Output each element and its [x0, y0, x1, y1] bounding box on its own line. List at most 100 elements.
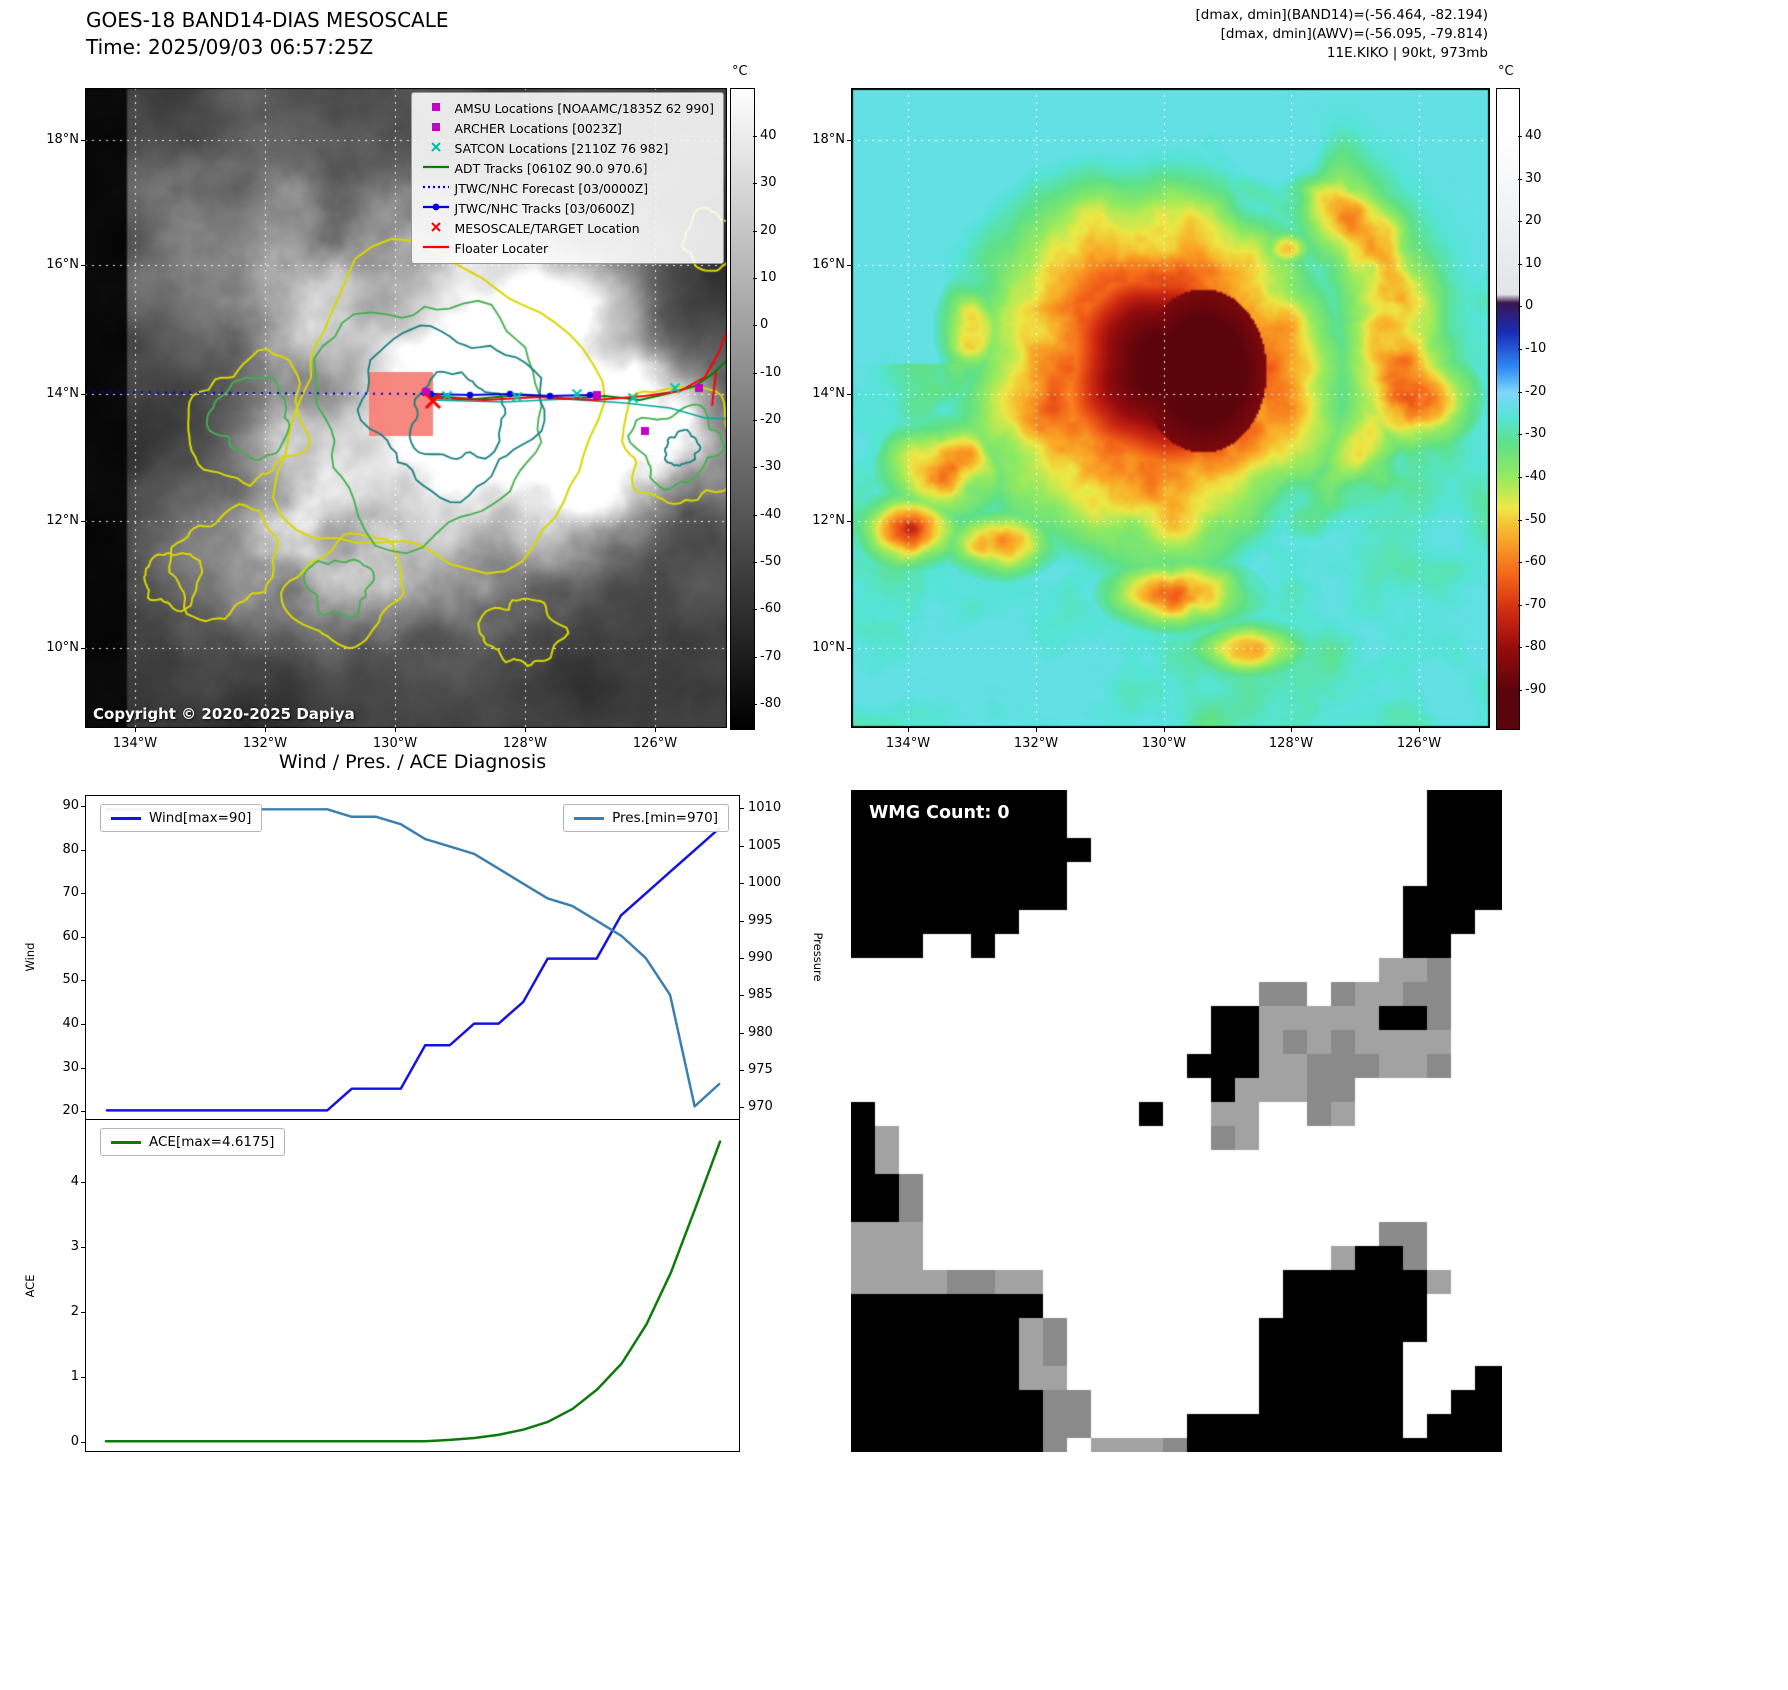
- awv-info-line1: [dmax, dmin](BAND14)=(-56.464, -82.194): [1195, 7, 1488, 23]
- lon-tick-mark: [1164, 728, 1165, 732]
- legend-label: ADT Tracks [0610Z 90.0 970.6]: [454, 160, 648, 176]
- lon-tick-label: 126°W: [1396, 736, 1442, 751]
- lat-tick-label: 12°N: [812, 513, 845, 528]
- colorbar-tick-label: -80: [1525, 639, 1547, 655]
- legend-item: Floater Locater: [421, 238, 714, 258]
- lon-tick-mark: [1036, 728, 1037, 732]
- pressure-tick-label: 975: [748, 1061, 773, 1077]
- colorbar-tick-label: -50: [1525, 511, 1547, 527]
- pressure-legend: Pres.[min=970]: [563, 804, 729, 832]
- pressure-tick-mark: [740, 1032, 744, 1034]
- pressure-tick-mark: [740, 808, 744, 810]
- lon-tick-mark: [135, 728, 136, 732]
- pressure-tick-mark: [740, 845, 744, 847]
- wind-tick-mark: [81, 1024, 85, 1026]
- colorbar-tick-label: -10: [760, 364, 782, 380]
- pressure-tick-label: 1010: [748, 800, 782, 816]
- colorbar-tick-mark: [753, 514, 757, 516]
- colorbar-tick-mark: [753, 656, 757, 658]
- colorbar-tick-mark: [1518, 221, 1522, 223]
- lon-tick-label: 134°W: [112, 736, 158, 751]
- colorbar-tick-mark: [1518, 562, 1522, 564]
- awv-info-block: [dmax, dmin](BAND14)=(-56.464, -82.194) …: [1196, 6, 1488, 63]
- legend-item: JTWC/NHC Tracks [03/0600Z]: [421, 198, 714, 218]
- lon-tick-label: 128°W: [502, 736, 548, 751]
- ace-tick-mark: [81, 1246, 85, 1248]
- colorbar-tick-label: -20: [760, 411, 782, 427]
- lon-tick-label: 130°W: [1141, 736, 1187, 751]
- ace-legend-label: ACE[max=4.6175]: [149, 1134, 275, 1150]
- colorbar-tick-mark: [1518, 689, 1522, 691]
- colorbar-tick-label: 30: [760, 175, 777, 191]
- colorbar-tick-mark: [1518, 306, 1522, 308]
- wind-tick-label: 90: [62, 797, 79, 813]
- lon-tick-label: 132°W: [1013, 736, 1059, 751]
- copyright-watermark: Copyright © 2020-2025 Dapiya: [93, 705, 355, 723]
- lat-tick-mark: [847, 394, 851, 395]
- colorbar-tick-label: -10: [1525, 341, 1547, 357]
- legend-label: MESOSCALE/TARGET Location: [454, 220, 640, 236]
- pressure-tick-label: 1000: [748, 875, 782, 891]
- colorbar-tick-mark: [753, 372, 757, 374]
- wind-line-sample-icon: [111, 816, 141, 820]
- legend-label: Floater Locater: [454, 240, 549, 256]
- ace-plot: [104, 1140, 722, 1443]
- lon-tick-label: 132°W: [242, 736, 288, 751]
- band14-map: AMSU Locations [NOAAMC/1835Z 62 990] ARCH…: [85, 88, 727, 728]
- ace-tick-mark: [81, 1377, 85, 1379]
- colorbar-tick-label: -30: [760, 459, 782, 475]
- colorbar-tick-label: -70: [760, 648, 782, 664]
- ace-line-sample-icon: [111, 1140, 141, 1144]
- pressure-legend-label: Pres.[min=970]: [612, 810, 718, 826]
- legend-label: AMSU Locations [NOAAMC/1835Z 62 990]: [454, 100, 714, 116]
- wind-tick-label: 80: [62, 841, 79, 857]
- diagnosis-title: Wind / Pres. / ACE Diagnosis: [278, 751, 547, 773]
- colorbar-tick-mark: [753, 609, 757, 611]
- awv-colorbar-unit: °C: [1498, 64, 1514, 79]
- pressure-tick-mark: [740, 1107, 744, 1109]
- lat-tick-label: 16°N: [46, 257, 79, 272]
- colorbar-tick-label: 0: [760, 317, 769, 333]
- ace-axis-label: ACE: [23, 1274, 37, 1298]
- wmg-grid-canvas: [851, 790, 1502, 1452]
- wind-tick-mark: [81, 1067, 85, 1069]
- colorbar-tick-label: -50: [760, 553, 782, 569]
- pressure-line-sample-icon: [574, 816, 605, 820]
- lon-tick-mark: [1419, 728, 1420, 732]
- colorbar-tick-mark: [1518, 263, 1522, 265]
- wmg-panel: WMG Count: 0: [851, 790, 1502, 1452]
- colorbar-tick-label: -40: [1525, 468, 1547, 484]
- wind-tick-label: 40: [62, 1016, 79, 1032]
- line-dot-marker-icon: [421, 199, 451, 218]
- colorbar-tick-mark: [753, 277, 757, 279]
- colorbar-tick-label: 20: [1525, 213, 1542, 229]
- colorbar-tick-mark: [753, 467, 757, 469]
- lat-tick-mark: [81, 394, 85, 395]
- legend-label: JTWC/NHC Tracks [03/0600Z]: [454, 200, 635, 216]
- legend-item: JTWC/NHC Forecast [03/0000Z]: [421, 178, 714, 198]
- colorbar-tick-mark: [1518, 349, 1522, 351]
- colorbar-tick-label: 20: [760, 222, 777, 238]
- colorbar-tick-label: -90: [1525, 681, 1547, 697]
- wind-tick-label: 50: [62, 972, 79, 988]
- colorbar-tick-label: -40: [760, 506, 782, 522]
- colorbar-tick-mark: [1518, 604, 1522, 606]
- storm-id-line: 11E.KIKO | 90kt, 973mb: [1326, 45, 1488, 61]
- legend-label: JTWC/NHC Forecast [03/0000Z]: [454, 180, 649, 196]
- colorbar-tick-mark: [753, 183, 757, 185]
- ace-chart: ACE[max=4.6175]: [85, 1120, 740, 1452]
- band14-legend-box: AMSU Locations [NOAAMC/1835Z 62 990] ARCH…: [410, 92, 724, 264]
- wind-legend-label: Wind[max=90]: [149, 810, 252, 826]
- wind-tick-label: 70: [62, 885, 79, 901]
- lon-tick-mark: [1291, 728, 1292, 732]
- lon-tick-mark: [908, 728, 909, 732]
- colorbar-tick-label: 40: [760, 128, 777, 143]
- colorbar-tick-mark: [1518, 434, 1522, 436]
- dotted-marker-icon: [421, 179, 451, 198]
- lat-tick-mark: [81, 648, 85, 649]
- wmg-count-label: WMG Count: 0: [869, 803, 1010, 823]
- ace-tick-label: 0: [70, 1434, 79, 1450]
- lat-tick-mark: [81, 140, 85, 141]
- wind-pressure-plot: [105, 808, 721, 1112]
- colorbar-tick-label: 40: [1525, 128, 1542, 143]
